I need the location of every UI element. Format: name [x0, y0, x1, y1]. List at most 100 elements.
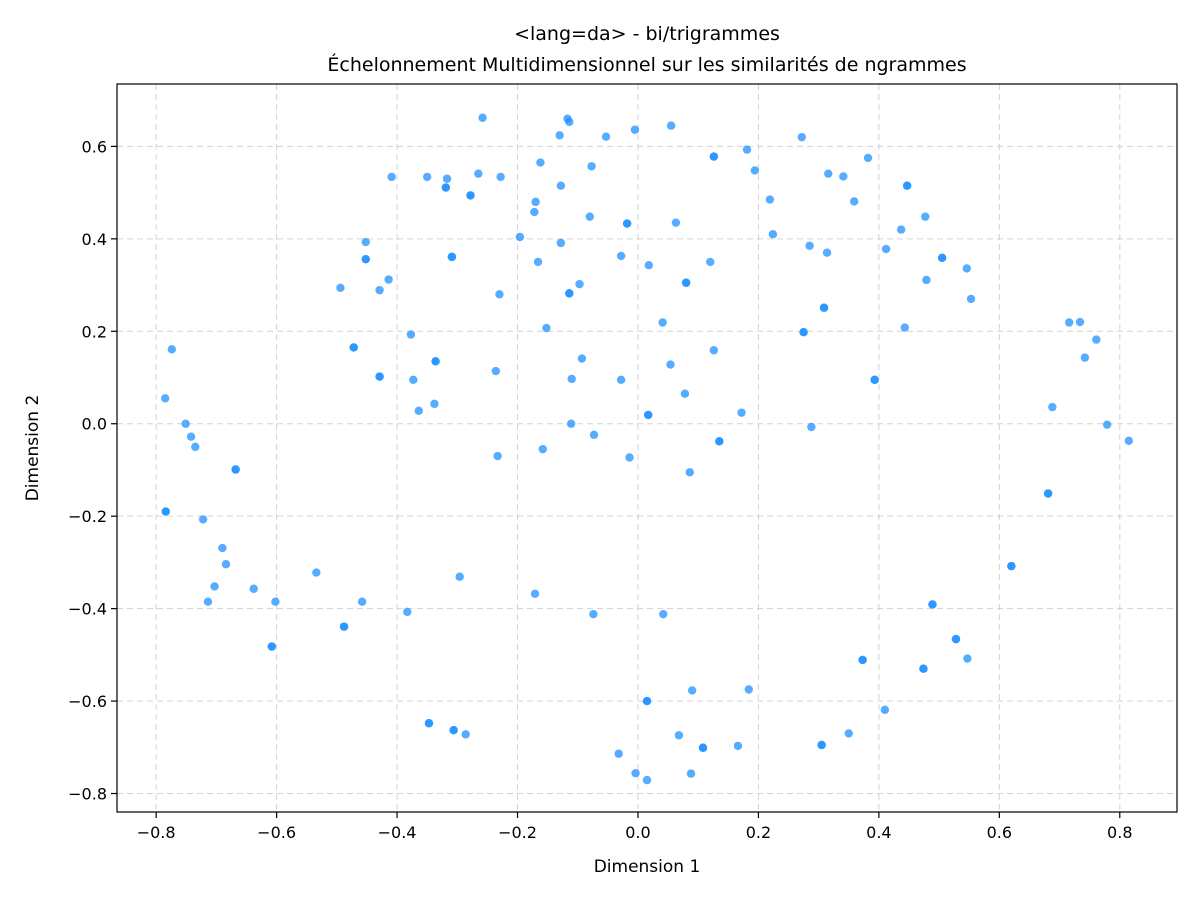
chart-title: <lang=da> - bi/trigrammes — [514, 23, 780, 45]
data-point — [822, 248, 832, 257]
data-point — [218, 543, 227, 553]
data-point — [630, 125, 640, 134]
data-point — [567, 374, 576, 384]
data-point — [478, 113, 487, 122]
data-point — [674, 731, 684, 740]
data-point — [858, 655, 867, 665]
data-point — [768, 230, 778, 239]
data-point — [709, 152, 719, 161]
data-point — [765, 195, 775, 204]
data-point — [455, 572, 464, 581]
data-point — [919, 664, 928, 673]
data-point — [461, 730, 470, 739]
x-tick-label: 0.0 — [625, 823, 650, 842]
data-point — [625, 453, 634, 462]
data-point — [686, 769, 696, 778]
data-point — [881, 244, 891, 254]
data-point — [644, 260, 654, 270]
x-tick-label: 0.6 — [987, 823, 1012, 842]
data-point — [966, 294, 976, 304]
data-point — [642, 696, 652, 706]
data-point — [963, 654, 972, 663]
data-point — [805, 241, 814, 250]
x-tick-label: −0.6 — [257, 823, 296, 842]
data-point — [587, 162, 596, 171]
data-point — [658, 318, 667, 327]
data-point — [530, 207, 539, 217]
data-point — [709, 346, 719, 355]
data-point — [441, 183, 451, 192]
data-point — [387, 172, 396, 182]
x-tick-label: −0.4 — [378, 823, 417, 842]
y-tick-label: −0.8 — [68, 785, 107, 804]
data-point — [870, 375, 879, 385]
data-point — [671, 218, 681, 227]
data-point — [447, 252, 457, 262]
data-points — [160, 113, 1134, 785]
data-point — [210, 582, 219, 591]
y-axis-ticks: −0.8 −0.6 −0.4 −0.2 0.0 0.2 0.4 0.6 — [68, 137, 117, 804]
data-point — [1043, 489, 1053, 498]
data-point — [198, 515, 208, 524]
data-point — [616, 251, 626, 261]
data-point — [515, 232, 525, 242]
data-point — [167, 345, 177, 354]
data-point — [698, 743, 708, 752]
y-tick-label: 0.0 — [82, 415, 107, 434]
data-point — [531, 197, 540, 207]
y-tick-label: 0.6 — [82, 137, 107, 156]
data-point — [495, 290, 504, 299]
data-point — [339, 622, 349, 631]
data-point — [491, 366, 501, 376]
data-point — [715, 437, 724, 446]
data-point — [577, 354, 587, 363]
data-point — [951, 634, 961, 644]
data-point — [585, 212, 594, 221]
x-tick-label: −0.2 — [498, 823, 537, 842]
data-point — [409, 375, 418, 385]
y-tick-label: −0.6 — [68, 692, 107, 711]
data-point — [928, 600, 937, 609]
x-tick-label: 0.8 — [1107, 823, 1132, 842]
data-point — [565, 289, 574, 298]
data-point — [267, 642, 276, 651]
data-point — [616, 375, 626, 385]
data-point — [161, 507, 170, 516]
data-point — [1102, 420, 1112, 429]
data-point — [424, 719, 434, 728]
data-point — [357, 597, 367, 606]
data-point — [589, 430, 599, 440]
x-axis-label: Dimension 1 — [594, 857, 701, 877]
data-point — [533, 257, 543, 267]
data-point — [422, 172, 432, 182]
data-point — [742, 145, 752, 154]
data-point — [797, 132, 806, 142]
data-point — [1080, 353, 1090, 362]
data-point — [406, 330, 416, 339]
x-tick-label: 0.2 — [746, 823, 771, 842]
x-axis-ticks: −0.8 −0.6 −0.4 −0.2 0.0 0.2 0.4 0.6 0.8 — [137, 812, 1133, 842]
data-point — [922, 275, 931, 285]
data-point — [565, 117, 574, 127]
y-tick-label: −0.4 — [68, 600, 107, 619]
data-point — [737, 408, 746, 417]
data-point — [555, 131, 564, 140]
data-point — [414, 406, 423, 415]
data-point — [863, 153, 873, 163]
x-tick-label: 0.4 — [866, 823, 891, 842]
y-axis-label: Dimension 2 — [23, 395, 43, 502]
data-point — [493, 451, 502, 461]
data-point — [644, 410, 653, 420]
data-point — [642, 775, 652, 785]
data-point — [744, 685, 753, 694]
data-point — [449, 725, 458, 735]
data-point — [902, 181, 912, 190]
data-point — [685, 468, 694, 477]
data-point — [575, 279, 584, 289]
data-point — [807, 422, 816, 432]
data-point — [680, 389, 690, 398]
data-point — [880, 705, 890, 715]
data-point — [474, 169, 483, 178]
plot-frame — [116, 83, 1178, 813]
data-point — [622, 219, 632, 228]
